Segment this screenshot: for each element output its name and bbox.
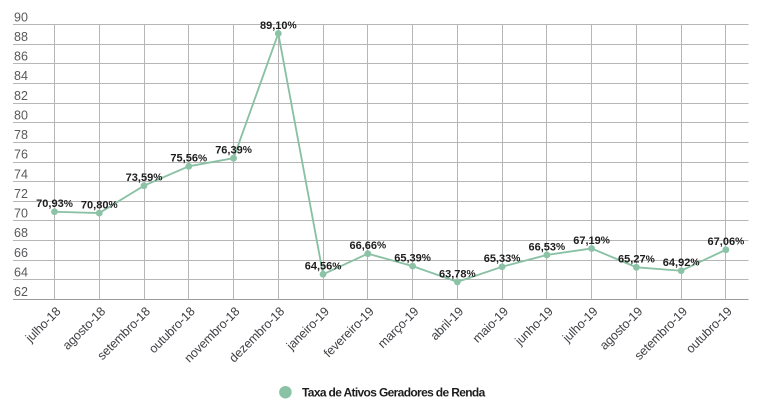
svg-text:72: 72 bbox=[14, 187, 28, 201]
svg-text:82: 82 bbox=[14, 89, 28, 103]
svg-text:65,39%: 65,39% bbox=[394, 253, 431, 265]
svg-text:68: 68 bbox=[14, 226, 28, 240]
svg-text:86: 86 bbox=[14, 50, 28, 64]
svg-text:76: 76 bbox=[14, 148, 28, 162]
svg-text:70,80%: 70,80% bbox=[81, 199, 118, 211]
svg-text:89,10%: 89,10% bbox=[260, 20, 297, 32]
svg-text:73,59%: 73,59% bbox=[126, 172, 163, 184]
svg-text:64,56%: 64,56% bbox=[305, 261, 342, 273]
svg-text:88: 88 bbox=[14, 30, 28, 44]
svg-text:66,53%: 66,53% bbox=[529, 241, 566, 253]
svg-text:62: 62 bbox=[14, 285, 28, 299]
svg-text:67,06%: 67,06% bbox=[708, 236, 745, 248]
svg-text:78: 78 bbox=[14, 128, 28, 142]
svg-text:84: 84 bbox=[14, 69, 28, 83]
svg-text:70: 70 bbox=[14, 207, 28, 221]
svg-text:Taxa de Ativos Geradores de Re: Taxa de Ativos Geradores de Renda bbox=[302, 386, 486, 400]
svg-text:66,66%: 66,66% bbox=[349, 240, 386, 252]
svg-text:76,39%: 76,39% bbox=[215, 145, 252, 157]
svg-text:66: 66 bbox=[14, 246, 28, 260]
svg-text:64: 64 bbox=[14, 265, 28, 279]
svg-text:70,93%: 70,93% bbox=[36, 198, 73, 210]
svg-text:75,56%: 75,56% bbox=[170, 153, 207, 165]
svg-text:65,27%: 65,27% bbox=[618, 254, 655, 266]
svg-text:65,33%: 65,33% bbox=[484, 253, 521, 265]
svg-text:64,92%: 64,92% bbox=[663, 257, 700, 269]
svg-text:67,19%: 67,19% bbox=[573, 235, 610, 247]
svg-text:74: 74 bbox=[14, 167, 28, 181]
svg-text:90: 90 bbox=[14, 10, 28, 24]
svg-text:80: 80 bbox=[14, 108, 28, 122]
svg-text:63,78%: 63,78% bbox=[439, 268, 476, 280]
